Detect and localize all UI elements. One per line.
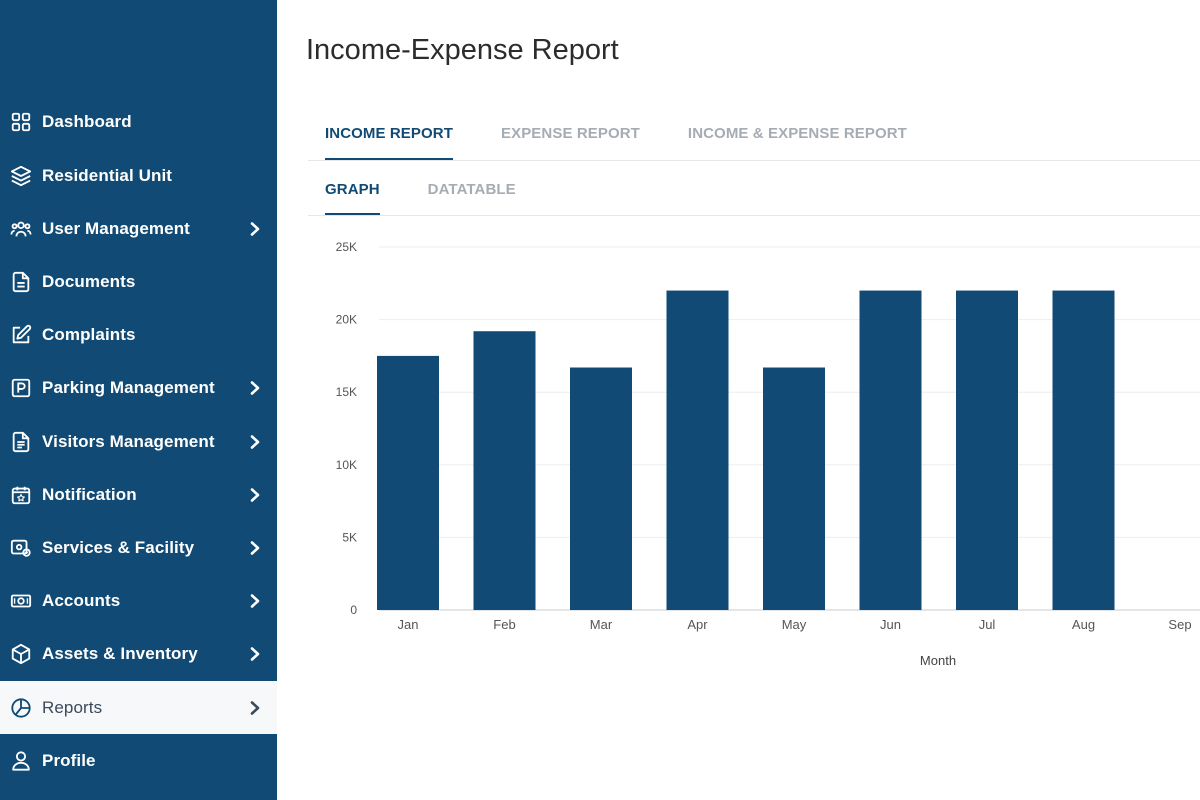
- sidebar-item-user-management[interactable]: User Management: [0, 202, 277, 255]
- box-icon: [9, 642, 33, 666]
- sidebar-item-label: Accounts: [42, 590, 121, 610]
- bar: [377, 355, 439, 610]
- x-tick-label: Aug: [1072, 617, 1095, 632]
- y-tick-label: 15K: [336, 385, 357, 399]
- page-title: Income-Expense Report: [306, 34, 619, 66]
- sidebar-item-visitors-management[interactable]: Visitors Management: [0, 415, 277, 468]
- sidebar-item-label: Assets & Inventory: [42, 643, 198, 663]
- x-tick-label: Mar: [590, 617, 613, 632]
- pie-chart-icon: [9, 696, 33, 720]
- tab-graph[interactable]: GRAPH: [325, 181, 380, 215]
- sidebar-item-label: Profile: [42, 750, 96, 770]
- edit-icon: [9, 323, 33, 347]
- document-icon: [9, 270, 33, 294]
- bar: [570, 367, 632, 610]
- y-tick-label: 25K: [336, 240, 357, 254]
- sidebar-item-label: Parking Management: [42, 377, 215, 397]
- x-tick-label: Jun: [880, 617, 901, 632]
- sidebar-item-profile[interactable]: Profile: [0, 734, 277, 787]
- dashboard-icon: [9, 110, 33, 134]
- chevron-right-icon: [250, 540, 260, 555]
- sidebar-item-label: User Management: [42, 218, 190, 238]
- x-tick-label: Jul: [979, 617, 996, 632]
- tab-datatable[interactable]: DATATABLE: [427, 181, 516, 198]
- x-tick-label: Sep: [1168, 617, 1191, 632]
- x-tick-label: Jan: [398, 617, 419, 632]
- chevron-right-icon: [250, 646, 260, 661]
- bar: [859, 290, 922, 610]
- y-tick-label: 5K: [342, 530, 357, 544]
- main-content: Income-Expense Report INCOME REPORT EXPE…: [277, 0, 1200, 800]
- sidebar-item-residential-unit[interactable]: Residential Unit: [0, 149, 277, 202]
- bar: [763, 367, 825, 610]
- parking-icon: [9, 376, 33, 400]
- y-tick-label: 0: [350, 603, 357, 617]
- layers-icon: [9, 164, 33, 188]
- sidebar-item-dashboard[interactable]: Dashboard: [0, 95, 277, 148]
- sidebar-item-label: Residential Unit: [42, 165, 173, 185]
- sidebar-item-label: Visitors Management: [42, 431, 215, 451]
- sidebar-item-label: Notification: [42, 484, 137, 504]
- money-icon: [9, 589, 33, 613]
- sidebar-item-documents[interactable]: Documents: [0, 255, 277, 308]
- sidebar-item-label: Documents: [42, 271, 136, 291]
- view-tabs: GRAPH DATATABLE: [308, 181, 1200, 216]
- sidebar-item-accounts[interactable]: Accounts: [0, 574, 277, 627]
- chevron-right-icon: [250, 380, 260, 395]
- bar: [473, 331, 536, 610]
- sidebar-item-complaints[interactable]: Complaints: [0, 308, 277, 361]
- chevron-right-icon: [250, 221, 260, 236]
- tab-income-report[interactable]: INCOME REPORT: [325, 125, 453, 160]
- sidebar-item-label: Reports: [42, 697, 103, 717]
- sidebar-item-services-facility[interactable]: Services & Facility: [0, 521, 277, 574]
- sidebar-item-reports[interactable]: Reports: [0, 681, 277, 734]
- chevron-right-icon: [250, 700, 260, 715]
- tab-income-expense-report[interactable]: INCOME & EXPENSE REPORT: [687, 125, 907, 142]
- sidebar-item-label: Complaints: [42, 324, 136, 344]
- sidebar-item-parking-management[interactable]: Parking Management: [0, 361, 277, 414]
- chevron-right-icon: [250, 434, 260, 449]
- user-icon: [9, 749, 33, 773]
- x-tick-label: May: [782, 617, 807, 632]
- bar: [956, 290, 1018, 610]
- chevron-right-icon: [250, 487, 260, 502]
- x-axis-label: Month: [920, 653, 956, 668]
- chevron-right-icon: [250, 593, 260, 608]
- bar: [1052, 290, 1115, 610]
- sidebar-item-assets-inventory[interactable]: Assets & Inventory: [0, 627, 277, 680]
- calendar-star-icon: [9, 483, 33, 507]
- clipboard-icon: [9, 430, 33, 454]
- users-icon: [9, 217, 33, 241]
- y-tick-label: 20K: [336, 313, 357, 327]
- sidebar-item-label: Services & Facility: [42, 537, 195, 557]
- report-tabs: INCOME REPORT EXPENSE REPORT INCOME & EX…: [308, 125, 1200, 161]
- sidebar-item-label: Dashboard: [42, 111, 132, 131]
- tab-expense-report[interactable]: EXPENSE REPORT: [500, 125, 640, 142]
- bar: [666, 290, 729, 610]
- y-tick-label: 10K: [336, 458, 357, 472]
- sidebar-item-notification[interactable]: Notification: [0, 468, 277, 521]
- income-bar-chart: 0 5K 10K 15K 20K 25K Jan Feb Mar Apr May Jun Jul Aug S…: [336, 240, 1200, 668]
- x-tick-label: Apr: [687, 617, 708, 632]
- x-tick-label: Feb: [493, 617, 515, 632]
- sidebar: Dashboard Residential Unit User Manageme…: [0, 0, 277, 800]
- services-icon: [9, 536, 33, 560]
